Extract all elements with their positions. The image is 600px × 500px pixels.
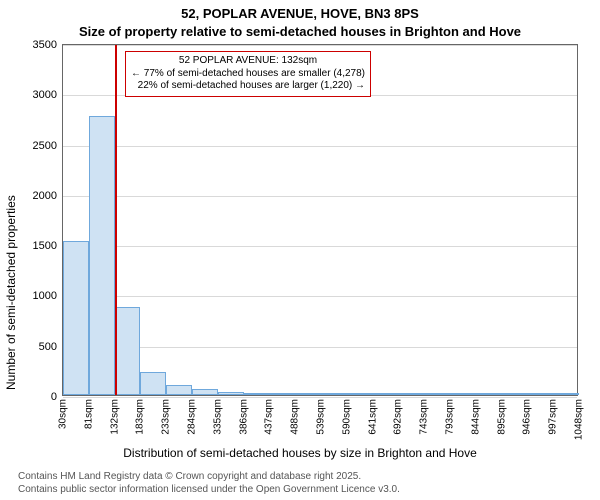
- x-tick-label: 488sqm: [290, 399, 301, 435]
- histogram-bar: [115, 307, 141, 396]
- histogram-bar: [89, 116, 115, 395]
- histogram-bar: [218, 392, 244, 395]
- histogram-bar: [244, 393, 270, 395]
- histogram-bar: [476, 393, 502, 395]
- histogram-bar: [321, 393, 347, 395]
- x-tick-label: 183sqm: [135, 399, 146, 435]
- gridline: [63, 45, 577, 46]
- x-tick-label: 895sqm: [496, 399, 507, 435]
- annotation-box: 52 POPLAR AVENUE: 132sqm← 77% of semi-de…: [125, 51, 371, 97]
- annotation-line-2: ← 77% of semi-detached houses are smalle…: [131, 68, 365, 81]
- x-tick-label: 692sqm: [393, 399, 404, 435]
- footnote-land-registry: Contains HM Land Registry data © Crown c…: [18, 471, 361, 482]
- gridline: [63, 296, 577, 297]
- x-tick-label: 641sqm: [367, 399, 378, 435]
- annotation-line-1: 52 POPLAR AVENUE: 132sqm: [131, 55, 365, 68]
- histogram-bar: [166, 385, 192, 395]
- x-tick-label: 844sqm: [470, 399, 481, 435]
- x-tick-label: 284sqm: [187, 399, 198, 435]
- histogram-bar: [553, 393, 579, 395]
- y-tick-label: 2000: [33, 190, 57, 202]
- gridline: [63, 246, 577, 247]
- gridline: [63, 196, 577, 197]
- x-tick-label: 590sqm: [341, 399, 352, 435]
- histogram-bar: [347, 393, 373, 395]
- x-axis-label: Distribution of semi-detached houses by …: [0, 446, 600, 460]
- annotation-line-3: 22% of semi-detached houses are larger (…: [131, 80, 365, 93]
- property-marker-line: [115, 45, 117, 395]
- x-tick-label: 1048sqm: [574, 399, 585, 440]
- y-tick-label: 3500: [33, 39, 57, 51]
- chart-title: 52, POPLAR AVENUE, HOVE, BN3 8PS: [0, 6, 600, 21]
- histogram-bar: [527, 393, 553, 395]
- x-tick-label: 132sqm: [109, 399, 120, 435]
- x-tick-label: 743sqm: [419, 399, 430, 435]
- chart-subtitle: Size of property relative to semi-detach…: [0, 24, 600, 39]
- gridline: [63, 397, 577, 398]
- gridline: [63, 146, 577, 147]
- y-tick-label: 500: [39, 341, 57, 353]
- y-axis-label: Number of semi-detached properties: [4, 195, 18, 390]
- histogram-bar: [192, 389, 218, 395]
- x-tick-label: 81sqm: [83, 399, 94, 429]
- x-tick-label: 437sqm: [264, 399, 275, 435]
- y-tick-label: 0: [51, 391, 57, 403]
- x-tick-label: 386sqm: [238, 399, 249, 435]
- y-tick-label: 3000: [33, 89, 57, 101]
- histogram-bar: [424, 393, 450, 395]
- histogram-bar: [398, 393, 424, 395]
- histogram-bar: [269, 393, 295, 395]
- y-tick-label: 1500: [33, 240, 57, 252]
- histogram-bar: [502, 393, 528, 395]
- footnote-ogl: Contains public sector information licen…: [18, 484, 400, 495]
- x-tick-label: 30sqm: [58, 399, 69, 429]
- x-tick-label: 335sqm: [212, 399, 223, 435]
- property-size-histogram: 52, POPLAR AVENUE, HOVE, BN3 8PS Size of…: [0, 0, 600, 500]
- histogram-bar: [373, 393, 399, 395]
- histogram-bar: [295, 393, 321, 395]
- histogram-bar: [63, 241, 89, 395]
- x-tick-label: 997sqm: [548, 399, 559, 435]
- x-tick-label: 946sqm: [522, 399, 533, 435]
- x-tick-label: 539sqm: [316, 399, 327, 435]
- x-tick-label: 793sqm: [445, 399, 456, 435]
- histogram-bar: [140, 372, 166, 395]
- histogram-bar: [450, 393, 476, 395]
- y-tick-label: 1000: [33, 290, 57, 302]
- y-tick-label: 2500: [33, 140, 57, 152]
- x-tick-label: 233sqm: [161, 399, 172, 435]
- plot-area: 050010001500200025003000350030sqm81sqm13…: [62, 44, 578, 396]
